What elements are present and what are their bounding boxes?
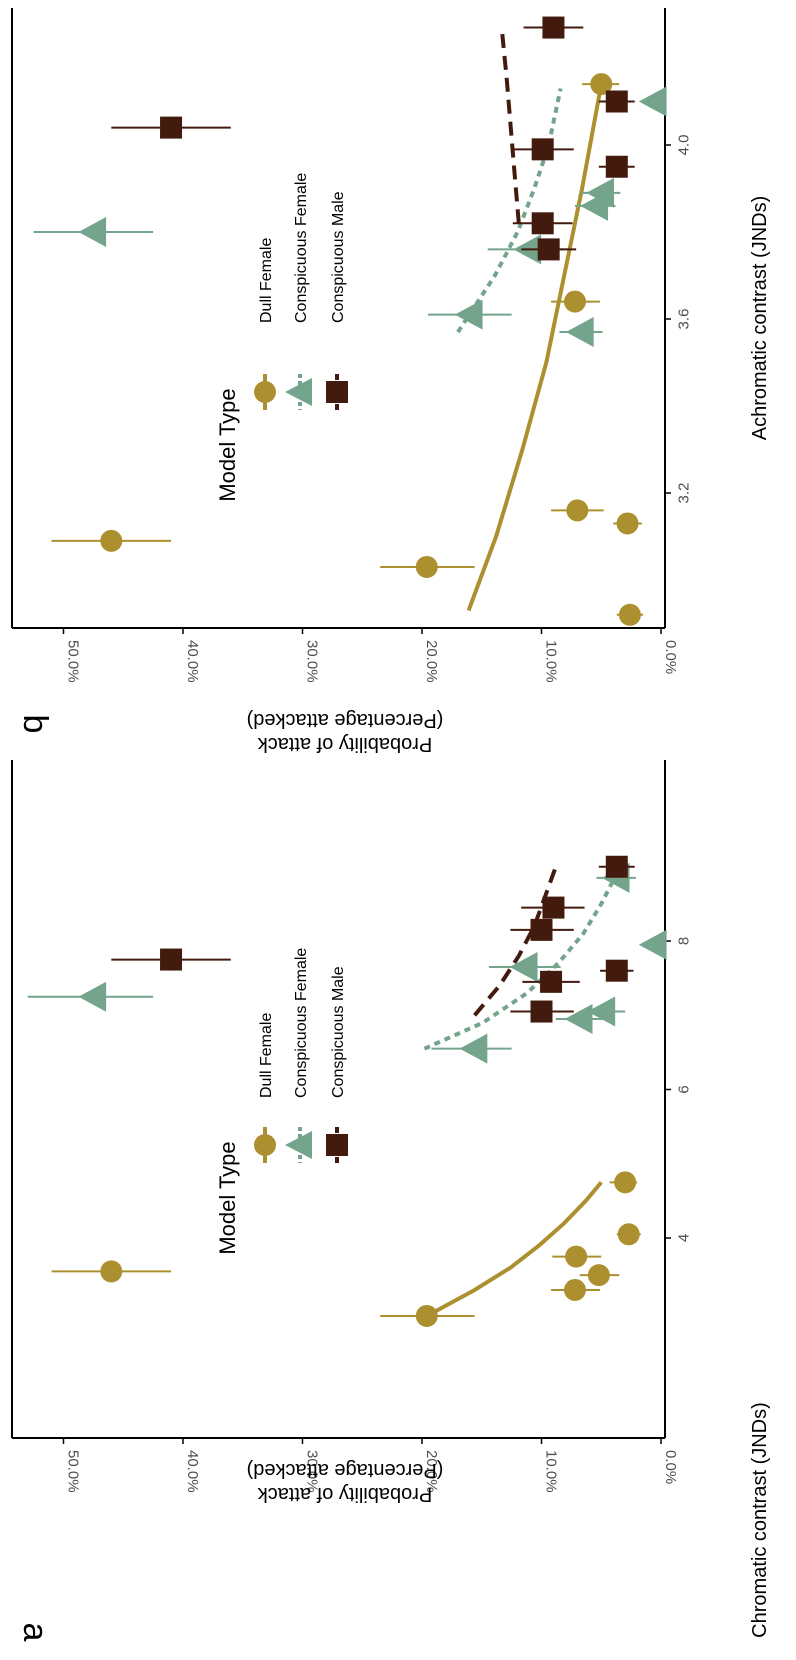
data-point-dull_female <box>616 512 639 535</box>
y-axis-title-line1: Probability of attack <box>257 1483 433 1505</box>
legend-label: Conspicuous Female <box>293 948 310 1098</box>
y-tick-label: 40.0% <box>184 1450 201 1493</box>
y-axis-title-line2: (Percentage attacked) <box>247 709 444 731</box>
data-point-dull_female <box>415 555 438 578</box>
legend-label: Conspicuous Male <box>330 966 347 1098</box>
legend-label: Conspicuous Female <box>293 173 310 323</box>
trend-line-conspicuous_male <box>500 31 521 224</box>
data-point-dull_female <box>566 499 589 522</box>
data-point-dull_female <box>563 290 586 313</box>
data-point-conspicuous_female <box>586 177 614 208</box>
y-tick-label: 30.0% <box>304 1450 321 1493</box>
data-point-conspicuous_male <box>531 212 554 235</box>
data-point-dull_female <box>100 529 123 552</box>
data-point-conspicuous_male <box>605 155 628 178</box>
y-tick-label: 40.0% <box>184 640 201 683</box>
data-point-conspicuous_female <box>454 299 483 330</box>
data-point-conspicuous_female <box>564 1003 593 1034</box>
data-point-conspicuous_male <box>531 138 554 161</box>
legend-marker-conspicuous_male <box>326 1134 348 1156</box>
data-point-dull_female <box>565 1245 588 1268</box>
data-point-conspicuous_male <box>605 90 628 113</box>
data-point-conspicuous_male <box>605 855 628 878</box>
data-point-conspicuous_male <box>530 1000 553 1023</box>
y-tick-label: 20.0% <box>423 640 440 683</box>
y-tick-label: 0.0% <box>662 1450 679 1484</box>
legend-marker-conspicuous_female <box>285 1131 312 1159</box>
data-point-conspicuous_female <box>509 951 538 982</box>
y-tick-label: 20.0% <box>423 1450 440 1493</box>
legend-marker-conspicuous_male <box>326 381 348 403</box>
panel-letter: b <box>16 715 54 734</box>
legend-title: Model Type <box>215 388 240 501</box>
data-point-conspicuous_male <box>540 970 563 993</box>
x-tick-label: 4.0 <box>675 135 692 156</box>
legend-label: Dull Female <box>258 238 275 323</box>
data-point-conspicuous_male <box>537 238 560 261</box>
data-point-conspicuous_female <box>459 1033 488 1064</box>
data-point-dull_female <box>100 1260 123 1283</box>
data-point-dull_female <box>590 73 613 96</box>
data-point-conspicuous_female <box>78 217 107 247</box>
y-tick-label: 10.0% <box>543 1450 560 1493</box>
data-point-dull_female <box>587 1264 610 1287</box>
data-point-dull_female <box>618 603 641 626</box>
y-axis-title-line2: (Percentage attacked) <box>247 1459 444 1481</box>
data-point-conspicuous_male <box>530 918 553 941</box>
legend-title: Model Type <box>215 1141 240 1254</box>
y-tick-label: 50.0% <box>65 640 82 683</box>
panel-letter: a <box>16 1623 54 1642</box>
legend-marker-dull_female <box>254 1134 276 1156</box>
data-point-conspicuous_male <box>160 948 183 971</box>
panel-b: 0.0% 10.0% 20.0% 30.0% 40.0% 50.0% 3.2 3.6 4.0 Ac… <box>11 8 771 755</box>
data-point-conspicuous_female <box>565 317 594 348</box>
x-axis-title: Chromatic contrast (JNDs) <box>749 1402 771 1638</box>
data-point-conspicuous_male <box>542 896 565 919</box>
legend-marker-dull_female <box>254 381 276 403</box>
data-point-dull_female <box>563 1278 586 1301</box>
y-tick-label: 0.0% <box>662 640 679 674</box>
data-point-dull_female <box>614 1171 637 1194</box>
data-point-conspicuous_female <box>638 929 667 960</box>
trend-line-dull_female <box>425 1181 603 1318</box>
legend-marker-conspicuous_female <box>285 378 312 406</box>
legend-label: Dull Female <box>258 1013 275 1098</box>
x-tick-label: 8 <box>675 937 692 945</box>
trend-line-conspicuous_male <box>473 866 558 1017</box>
trend-line-conspicuous_female <box>423 877 617 1051</box>
x-tick-label: 3.6 <box>675 309 692 330</box>
trend-line-dull_female <box>466 83 604 612</box>
x-tick-label: 6 <box>675 1085 692 1093</box>
data-point-dull_female <box>617 1223 640 1246</box>
y-tick-label: 10.0% <box>543 640 560 683</box>
x-tick-label: 3.2 <box>675 483 692 504</box>
data-point-conspicuous_male <box>605 959 628 982</box>
data-point-conspicuous_female <box>587 996 616 1027</box>
data-point-conspicuous_male <box>542 16 565 39</box>
x-tick-label: 4 <box>675 1234 692 1242</box>
data-point-conspicuous_female <box>78 981 107 1012</box>
trend-line-conspicuous_female <box>456 88 563 334</box>
y-tick-label: 50.0% <box>65 1450 82 1493</box>
legend: Model Type Dull Female Conspicuous Female C… <box>215 948 348 1255</box>
panel-a: 0.0% 10.0% 20.0% 30.0% 40.0% 50.0% 4 6 8 Chromati… <box>11 760 771 1642</box>
data-point-dull_female <box>415 1304 438 1327</box>
y-tick-label: 30.0% <box>304 640 321 683</box>
data-point-conspicuous_male <box>160 116 183 139</box>
legend-label: Conspicuous Male <box>330 191 347 323</box>
y-axis-title-line1: Probability of attack <box>257 733 433 755</box>
x-axis-title: Achromatic contrast (JNDs) <box>749 196 771 441</box>
data-point-conspicuous_female <box>638 86 667 117</box>
legend: Model Type Dull Female Conspicuous Female C… <box>215 173 348 502</box>
